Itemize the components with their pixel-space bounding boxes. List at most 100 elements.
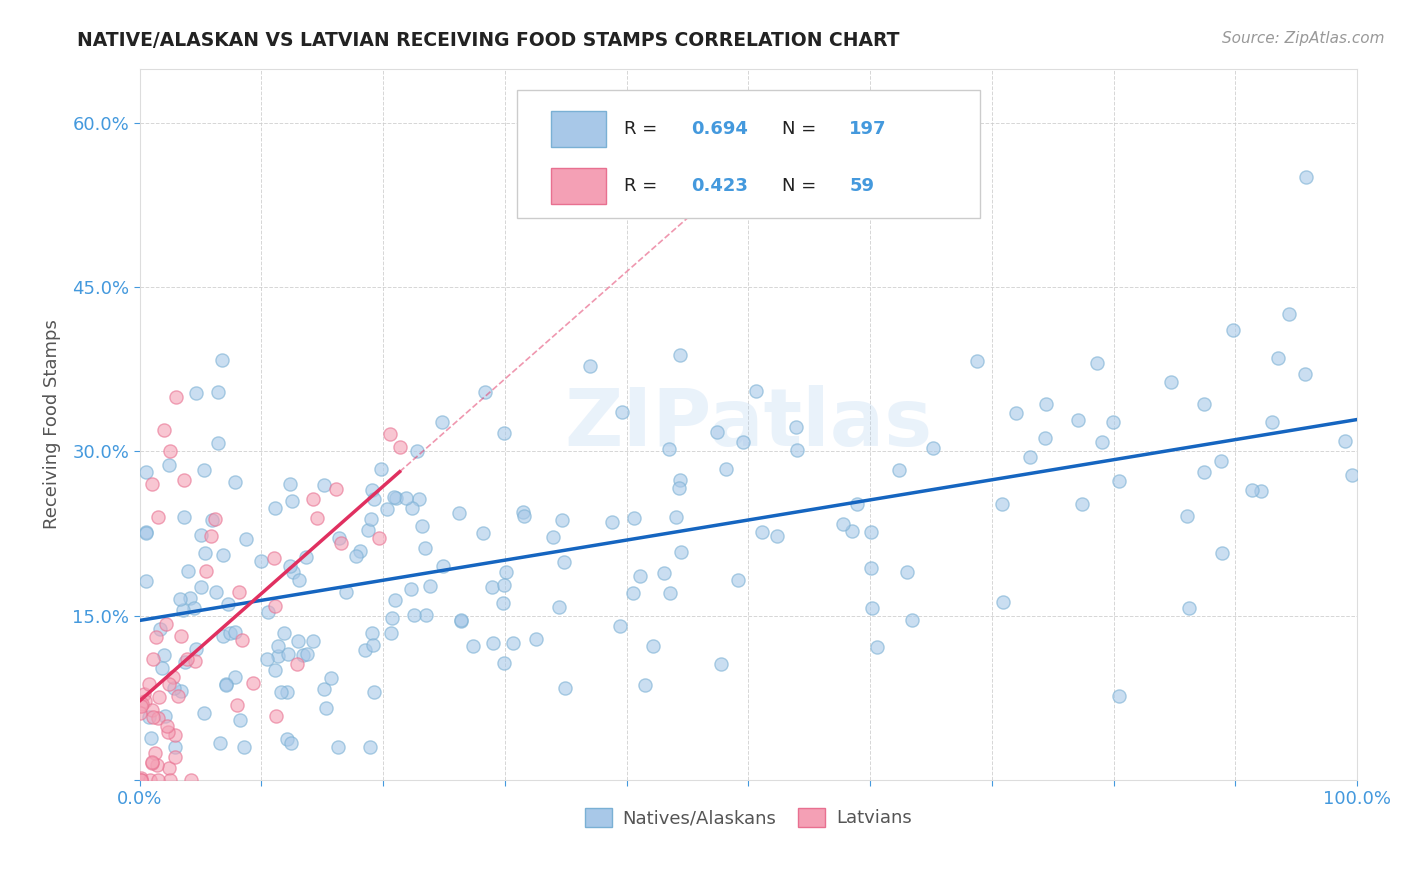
Point [218, 625, 240, 640]
Point [270, 685, 292, 699]
FancyBboxPatch shape [517, 90, 980, 218]
Point [449, 506, 471, 520]
FancyBboxPatch shape [551, 112, 606, 147]
Point [609, 619, 631, 633]
Point [450, 613, 472, 627]
Point [319, 671, 342, 685]
Point [190, 580, 212, 594]
Point [134, 693, 156, 707]
Point [495, 565, 517, 579]
Point [148, 622, 170, 636]
Point [492, 578, 515, 592]
Point [401, 501, 423, 516]
Point [153, 709, 176, 723]
Point [146, 758, 169, 772]
Point [548, 600, 571, 615]
Point [335, 585, 357, 599]
Point [1194, 465, 1216, 479]
Point [492, 596, 515, 610]
Point [150, 661, 173, 675]
Point [302, 633, 325, 648]
Point [990, 497, 1012, 511]
Point [232, 739, 254, 754]
Point [922, 441, 945, 455]
Point [315, 701, 337, 715]
Point [157, 762, 180, 776]
Point [135, 524, 157, 539]
Text: 0.423: 0.423 [692, 177, 748, 194]
Point [326, 739, 349, 754]
Point [482, 635, 505, 649]
Point [134, 687, 156, 701]
Point [328, 531, 350, 545]
Point [235, 532, 257, 546]
Point [901, 613, 924, 627]
Point [380, 625, 402, 640]
Point [276, 685, 298, 699]
Point [141, 755, 163, 769]
Point [292, 648, 315, 662]
Point [128, 706, 150, 721]
Point [242, 676, 264, 690]
Point [266, 709, 288, 723]
FancyBboxPatch shape [551, 168, 606, 203]
Point [155, 616, 177, 631]
Point [224, 475, 246, 489]
Point [146, 772, 169, 787]
Point [256, 652, 278, 666]
Point [361, 638, 384, 652]
Point [524, 632, 547, 646]
Point [153, 648, 176, 663]
Point [1267, 351, 1289, 365]
Point [896, 566, 918, 580]
Text: ZIPatlas: ZIPatlas [564, 385, 932, 463]
Point [267, 640, 290, 654]
Point [141, 731, 163, 746]
Point [411, 518, 433, 533]
Point [307, 510, 329, 524]
Point [145, 630, 167, 644]
Point [966, 354, 988, 368]
Point [169, 629, 191, 643]
Point [256, 605, 278, 619]
Point [610, 404, 633, 418]
Point [146, 510, 169, 524]
Point [224, 670, 246, 684]
Point [551, 513, 574, 527]
Point [481, 581, 503, 595]
Point [165, 390, 187, 404]
Point [263, 551, 285, 566]
Point [1250, 483, 1272, 498]
Point [139, 772, 162, 787]
Point [419, 579, 441, 593]
Point [228, 585, 250, 599]
Point [176, 652, 198, 666]
Point [169, 591, 191, 606]
Point [450, 614, 472, 628]
Point [157, 458, 180, 473]
Point [217, 598, 239, 612]
Point [492, 656, 515, 670]
Point [162, 670, 184, 684]
Point [170, 684, 193, 698]
Point [786, 442, 808, 457]
Point [166, 689, 188, 703]
Point [668, 348, 690, 362]
Point [1177, 509, 1199, 524]
Point [205, 585, 228, 599]
Point [887, 463, 910, 477]
Point [138, 710, 160, 724]
Point [156, 724, 179, 739]
Point [138, 677, 160, 691]
Point [207, 436, 229, 450]
Point [1261, 415, 1284, 429]
Point [1102, 415, 1125, 429]
Point [633, 678, 655, 692]
Point [129, 699, 152, 714]
Point [1091, 435, 1114, 450]
Point [1160, 375, 1182, 389]
Point [363, 685, 385, 699]
Point [554, 681, 576, 696]
Text: N =: N = [783, 177, 823, 194]
Point [395, 491, 418, 505]
